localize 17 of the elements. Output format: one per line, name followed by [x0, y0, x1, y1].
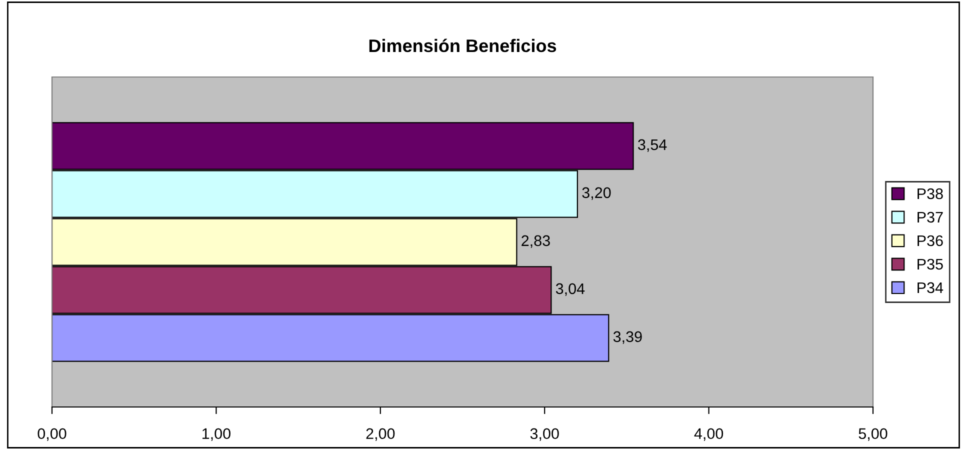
- chart-title: Dimensión Beneficios: [369, 38, 556, 52]
- legend-label: P37: [918, 212, 943, 223]
- x-tick-label: 4,00: [694, 428, 724, 441]
- x-tick-label: 5,00: [858, 428, 888, 441]
- x-tick-label: 2,00: [366, 428, 395, 441]
- legend-label: P34: [918, 282, 944, 294]
- data-label: 3,54: [638, 139, 667, 152]
- data-label: 3,04: [556, 283, 585, 296]
- data-label: 3,20: [582, 187, 611, 200]
- x-tick-label: 0,00: [38, 428, 66, 441]
- x-tick-label: 1,00: [202, 428, 230, 441]
- data-label: 2,83: [522, 235, 550, 248]
- legend-label: P35: [918, 258, 943, 270]
- data-label: 3,39: [613, 331, 642, 344]
- legend-label: P38: [918, 188, 943, 200]
- x-tick-label: 3,00: [530, 428, 559, 441]
- legend-label: P36: [918, 235, 943, 246]
